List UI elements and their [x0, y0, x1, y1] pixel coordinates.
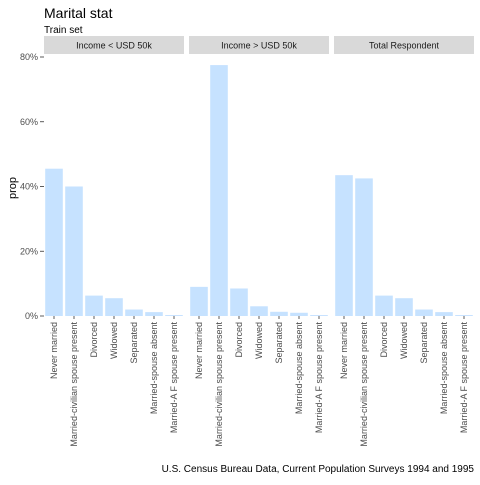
- bar: [105, 298, 123, 316]
- x-tick-label: Married-civilian spouse present: [359, 322, 369, 447]
- bar: [335, 175, 353, 316]
- bar: [125, 309, 143, 316]
- bar: [395, 298, 413, 316]
- x-tick-label: Married-spouse absent: [294, 322, 304, 415]
- x-tick-label: Divorced: [234, 322, 244, 358]
- x-tick-label: Widowed: [254, 322, 264, 359]
- bar: [45, 168, 63, 316]
- bar: [415, 309, 433, 316]
- x-tick-label: Divorced: [379, 322, 389, 358]
- bar: [190, 286, 208, 316]
- x-tick-label: Separated: [419, 322, 429, 364]
- x-tick-label: Married-spouse absent: [149, 322, 159, 415]
- x-tick-label: Never married: [49, 322, 59, 379]
- facet-strip-label: Total Respondent: [369, 41, 440, 51]
- x-tick-label: Married-civilian spouse present: [214, 322, 224, 447]
- y-tick-label: 40%: [20, 182, 38, 192]
- chart-title: Marital stat: [44, 5, 113, 21]
- bar: [375, 295, 393, 316]
- x-tick-label: Widowed: [399, 322, 409, 359]
- bar: [65, 186, 83, 316]
- x-tick-label: Separated: [129, 322, 139, 364]
- x-tick-label: Separated: [274, 322, 284, 364]
- x-tick-label: Widowed: [109, 322, 119, 359]
- bar: [290, 312, 308, 316]
- bar: [145, 312, 163, 316]
- bar: [85, 295, 103, 316]
- x-tick-label: Divorced: [89, 322, 99, 358]
- facet-strip-label: Income < USD 50k: [76, 41, 152, 51]
- bar: [250, 306, 268, 316]
- bar: [270, 311, 288, 316]
- y-tick-label: 80%: [20, 52, 38, 62]
- bar: [230, 288, 248, 316]
- x-tick-label: Married-A F spouse present: [169, 322, 179, 434]
- x-tick-label: Never married: [339, 322, 349, 379]
- facet-strip-label: Income > USD 50k: [221, 41, 297, 51]
- x-tick-label: Married-A F spouse present: [314, 322, 324, 434]
- facet-strip: [334, 36, 474, 54]
- bar: [165, 315, 183, 316]
- y-tick-label: 60%: [20, 117, 38, 127]
- chart-caption: U.S. Census Bureau Data, Current Populat…: [162, 464, 475, 475]
- x-tick-label: Never married: [194, 322, 204, 379]
- chart-subtitle: Train set: [44, 25, 83, 36]
- bar: [210, 65, 228, 316]
- bar: [310, 315, 328, 316]
- facet-strip: [189, 36, 329, 54]
- x-tick-label: Married-spouse absent: [439, 322, 449, 415]
- bar: [435, 312, 453, 316]
- x-tick-label: Married-civilian spouse present: [69, 322, 79, 447]
- y-axis-label: prop: [7, 177, 19, 199]
- facet-strip: [44, 36, 184, 54]
- bar: [455, 315, 473, 316]
- y-tick-label: 20%: [20, 246, 38, 256]
- y-tick-label: 0%: [25, 311, 38, 321]
- x-tick-label: Married-A F spouse present: [459, 322, 469, 434]
- bar: [355, 178, 373, 316]
